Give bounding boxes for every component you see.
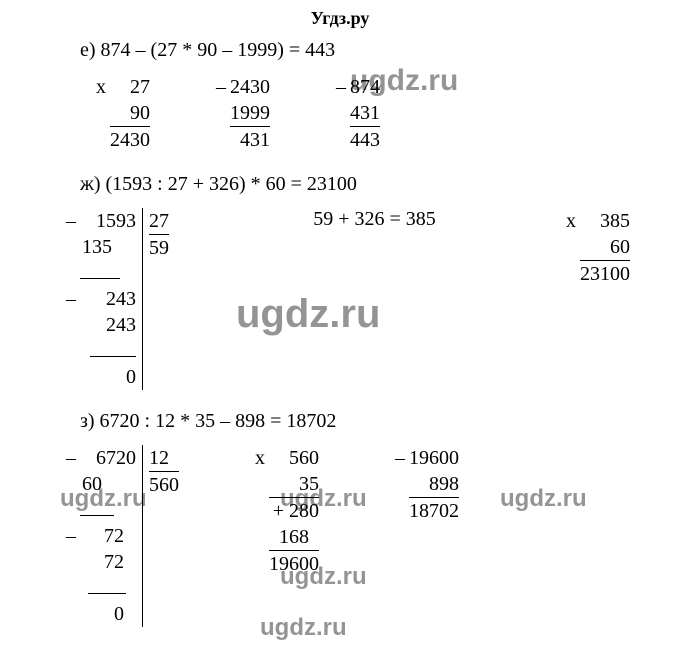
quotient: 59 xyxy=(149,235,169,261)
step-rem: 72 xyxy=(104,525,124,547)
result: 18702 xyxy=(409,497,459,524)
operand: 90 xyxy=(110,100,150,126)
result: 443 xyxy=(350,126,380,153)
step-rem: 243 xyxy=(106,288,136,310)
operand: 898 xyxy=(409,471,459,497)
problem-zh-label: ж) (1593 : 27 + 326) * 60 = 23100 xyxy=(80,173,640,196)
operand: 2430 xyxy=(230,76,270,98)
step-rem: 0 xyxy=(80,364,136,390)
operand: 560 xyxy=(289,447,319,469)
sub-sign: – xyxy=(66,523,76,549)
calc-sub1: –2430 1999 431 xyxy=(230,74,270,153)
operand: 35 xyxy=(269,471,319,497)
quotient: 560 xyxy=(149,472,179,498)
step-sub: 60 xyxy=(80,471,136,497)
step-sub: 72 xyxy=(80,549,136,575)
calc-mult: x560 35 + 280 168 19600 xyxy=(269,445,319,577)
divisor: 12 xyxy=(149,445,179,472)
long-division: –6720 60 –72 72 0 12 560 xyxy=(80,445,179,627)
mid-addition: 59 + 326 = 385 xyxy=(313,208,436,231)
result: 23100 xyxy=(580,260,630,287)
partial: 168 xyxy=(269,524,319,550)
result: 2430 xyxy=(110,126,150,153)
problem-e-work: x27 90 2430 –2430 1999 431 –874 431 443 xyxy=(80,74,640,153)
calc-mult: x385 60 23100 xyxy=(580,208,630,287)
sub-sign: – xyxy=(216,74,226,100)
dividend: 1593 xyxy=(96,210,136,232)
sub-sign: – xyxy=(66,445,76,471)
calc-sub2: –874 431 443 xyxy=(350,74,380,153)
result: 431 xyxy=(230,126,270,153)
operand: 27 xyxy=(130,76,150,98)
problem-zh-work: –1593 135 –243 243 0 27 59 59 + 326 = 38… xyxy=(80,208,640,390)
dividend: 6720 xyxy=(96,447,136,469)
calc-mult: x27 90 2430 xyxy=(110,74,150,153)
divisor: 27 xyxy=(149,208,169,235)
content-area: е) 874 – (27 * 90 – 1999) = 443 x27 90 2… xyxy=(0,29,680,627)
result: 19600 xyxy=(269,550,319,577)
problem-z-work: –6720 60 –72 72 0 12 560 x560 35 + 280 1… xyxy=(80,445,640,627)
mult-sign: x xyxy=(96,74,106,100)
problem-z-label: з) 6720 : 12 * 35 – 898 = 18702 xyxy=(80,410,640,433)
operand: 1999 xyxy=(230,100,270,126)
operand: 874 xyxy=(350,76,380,98)
step-sub: 243 xyxy=(80,312,136,338)
operand: 19600 xyxy=(409,447,459,469)
mult-sign: x xyxy=(255,445,265,471)
long-division: –1593 135 –243 243 0 27 59 xyxy=(80,208,169,390)
site-header: Угдз.ру xyxy=(0,0,680,29)
sub-sign: – xyxy=(66,286,76,312)
sub-sign: – xyxy=(66,208,76,234)
operand: 60 xyxy=(580,234,630,260)
operand: 385 xyxy=(600,210,630,232)
partial: + 280 xyxy=(269,497,319,524)
step-rem: 0 xyxy=(80,601,136,627)
sub-sign: – xyxy=(395,445,405,471)
step-sub: 135 xyxy=(80,234,136,260)
calc-sub: –19600 898 18702 xyxy=(409,445,459,524)
sub-sign: – xyxy=(336,74,346,100)
operand: 431 xyxy=(350,100,380,126)
mult-sign: x xyxy=(566,208,576,234)
problem-e-label: е) 874 – (27 * 90 – 1999) = 443 xyxy=(80,39,640,62)
